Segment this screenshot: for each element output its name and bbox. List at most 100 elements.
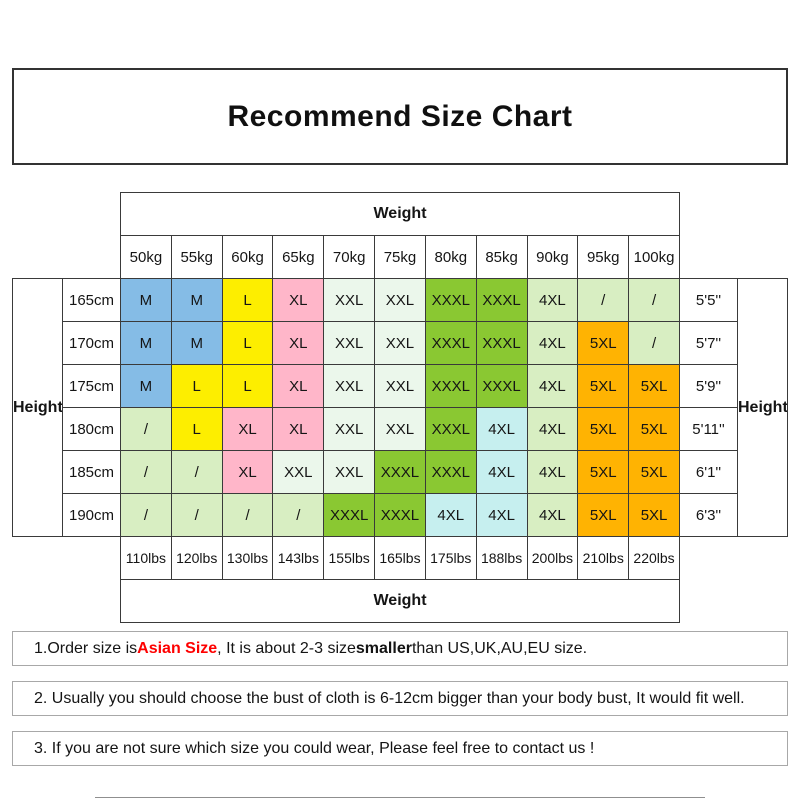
size-cell: M xyxy=(120,364,172,408)
title-box: Recommend Size Chart xyxy=(12,68,788,165)
size-cell: XL xyxy=(272,407,325,451)
height-header-left: Height xyxy=(12,278,63,537)
notes: 1.Order size is Asian Size, It is about … xyxy=(12,631,788,766)
lbs-label: 200lbs xyxy=(526,536,579,580)
size-cell: 5XL xyxy=(577,321,630,365)
lbs-label: 120lbs xyxy=(170,536,223,580)
height-cm-label: 185cm xyxy=(62,450,121,494)
height-ft-label: 5'11'' xyxy=(679,407,738,451)
size-cell: 4XL xyxy=(526,321,579,365)
size-cell: M xyxy=(120,278,172,322)
size-cell: XXXL xyxy=(424,278,477,322)
size-cell: XXXL xyxy=(424,407,477,451)
size-cell: 5XL xyxy=(577,493,630,537)
kg-label: 100kg xyxy=(628,235,680,279)
note-1: 1.Order size is Asian Size, It is about … xyxy=(12,631,788,666)
note-2: 2. Usually you should choose the bust of… xyxy=(12,681,788,716)
note-text: 1.Order size is xyxy=(34,639,138,657)
size-cell: XXXL xyxy=(424,321,477,365)
size-cell: M xyxy=(170,278,223,322)
table-row: Weight xyxy=(13,579,788,623)
size-cell: 5XL xyxy=(628,364,680,408)
size-cell: 5XL xyxy=(628,450,680,494)
size-cell: XL xyxy=(272,321,325,365)
table-row: 185cm / / XL XXL XXL XXXL XXXL 4XL 4XL 5XL 5XL 6'1'' xyxy=(13,450,788,494)
size-cell: XL xyxy=(221,407,274,451)
size-cell: 5XL xyxy=(577,450,630,494)
size-cell: M xyxy=(120,321,172,365)
weight-header-bottom: Weight xyxy=(120,579,680,623)
height-cm-label: 175cm xyxy=(62,364,121,408)
height-ft-label: 5'7'' xyxy=(679,321,738,365)
cropped-element-edge xyxy=(95,797,705,798)
size-cell: / xyxy=(628,321,680,365)
size-cell: XXXL xyxy=(323,493,376,537)
height-cm-label: 165cm xyxy=(62,278,121,322)
spacer xyxy=(680,537,788,580)
height-header-right: Height xyxy=(737,278,788,537)
size-cell: 4XL xyxy=(475,407,528,451)
size-cell: XXL xyxy=(323,450,376,494)
size-cell: L xyxy=(221,364,274,408)
size-cell: 4XL xyxy=(526,493,579,537)
table-row: 175cm M L L XL XXL XXL XXXL XXXL 4XL 5XL 5XL 5'9'' xyxy=(13,364,788,408)
kg-label: 65kg xyxy=(272,235,325,279)
size-cell: / xyxy=(120,493,172,537)
spacer xyxy=(13,193,121,236)
size-cell: XXXL xyxy=(424,364,477,408)
size-cell: 5XL xyxy=(628,407,680,451)
spacer xyxy=(680,236,788,279)
size-cell: XL xyxy=(272,364,325,408)
table-row: 180cm / L XL XL XXL XXL XXXL 4XL 4XL 5XL 5XL 5'11'' xyxy=(13,407,788,451)
spacer xyxy=(13,236,121,279)
size-cell: 5XL xyxy=(577,407,630,451)
size-cell: XL xyxy=(272,278,325,322)
lbs-label: 165lbs xyxy=(374,536,426,580)
size-cell: XXXL xyxy=(424,450,477,494)
table-row: 110lbs 120lbs 130lbs 143lbs 155lbs 165lbs 175l… xyxy=(13,536,788,580)
size-cell: / xyxy=(577,278,630,322)
size-cell: XXXL xyxy=(475,364,528,408)
size-cell: 4XL xyxy=(526,450,579,494)
note-text: , It is about 2-3 size xyxy=(217,639,356,657)
table-row: 170cm M M L XL XXL XXL XXXL XXXL 4XL 5XL/5'7'' xyxy=(13,321,788,365)
lbs-label: 110lbs xyxy=(120,536,172,580)
size-cell: XXL xyxy=(323,321,376,365)
spacer xyxy=(680,193,788,236)
kg-label: 90kg xyxy=(526,235,579,279)
size-cell: XXL xyxy=(374,407,426,451)
size-cell: L xyxy=(221,321,274,365)
spacer xyxy=(13,580,121,623)
size-cell: 5XL xyxy=(577,364,630,408)
size-cell: XXXL xyxy=(475,321,528,365)
height-cm-label: 190cm xyxy=(62,493,121,537)
kg-label: 95kg xyxy=(577,235,630,279)
kg-label: 60kg xyxy=(221,235,274,279)
height-cm-label: 170cm xyxy=(62,321,121,365)
lbs-label: 155lbs xyxy=(323,536,376,580)
spacer xyxy=(680,580,788,623)
size-cell: / xyxy=(628,278,680,322)
size-cell: L xyxy=(221,278,274,322)
size-table: Weight 50kg 55kg 60kg 65kg 70kg 75kg 80kg 85kg 90… xyxy=(12,192,788,623)
table-row: Weight xyxy=(13,192,788,236)
height-ft-label: 6'1'' xyxy=(679,450,738,494)
size-cell: L xyxy=(170,364,223,408)
note-text: smaller xyxy=(355,639,412,657)
note-text: 3. If you are not sure which size you co… xyxy=(34,739,595,757)
size-cell: XXL xyxy=(323,364,376,408)
lbs-label: 175lbs xyxy=(424,536,477,580)
size-cell: / xyxy=(272,493,325,537)
size-cell: XL xyxy=(221,450,274,494)
height-ft-label: 5'9'' xyxy=(679,364,738,408)
table-row: 190cm / / / / XXXL XXXL 4XL 4XL 4XL 5XL 5XL 6'3'' xyxy=(13,493,788,537)
note-3: 3. If you are not sure which size you co… xyxy=(12,731,788,766)
note-text: Asian Size xyxy=(137,639,218,657)
height-ft-label: 5'5'' xyxy=(679,278,738,322)
size-cell: L xyxy=(170,407,223,451)
kg-label: 70kg xyxy=(323,235,376,279)
size-cell: 4XL xyxy=(424,493,477,537)
page-title: Recommend Size Chart xyxy=(227,99,573,133)
kg-label: 80kg xyxy=(424,235,477,279)
size-cell: XXL xyxy=(272,450,325,494)
